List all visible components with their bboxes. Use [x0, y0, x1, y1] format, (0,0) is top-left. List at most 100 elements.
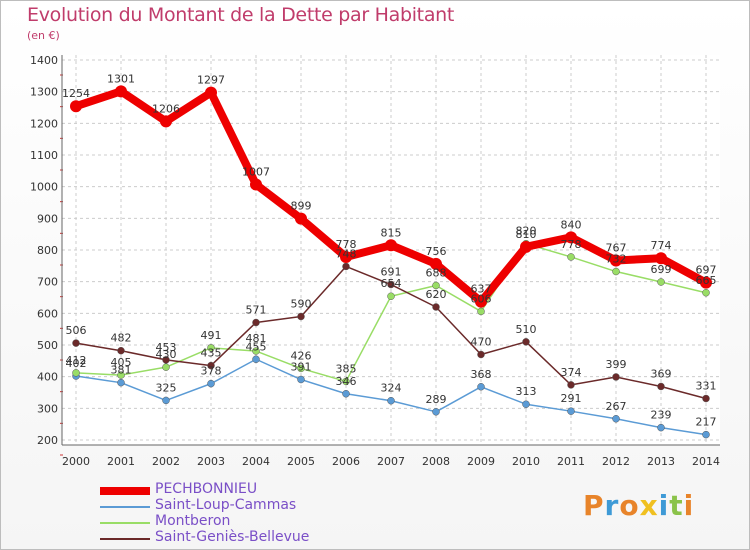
y-tick-label: 700 — [37, 276, 58, 289]
y-tick-label: 1200 — [30, 117, 58, 130]
data-label: 435 — [201, 347, 222, 360]
data-label: 368 — [471, 368, 492, 381]
data-label: 331 — [696, 380, 717, 393]
data-label: 402 — [66, 357, 87, 370]
legend-label-0: PECHBONNIEU — [155, 481, 258, 497]
data-label: 267 — [606, 400, 627, 413]
x-tick-label: 2014 — [692, 455, 720, 468]
data-label: 510 — [516, 323, 537, 336]
data-point — [657, 278, 665, 286]
y-tick-label: 400 — [37, 371, 58, 384]
data-label: 1254 — [62, 87, 90, 100]
data-label: 325 — [156, 381, 177, 394]
data-point — [432, 408, 440, 416]
data-label: 571 — [246, 304, 267, 317]
data-point — [70, 100, 82, 113]
chart-title: Evolution du Montant de la Dette par Hab… — [27, 4, 455, 26]
data-point — [522, 338, 530, 346]
data-point — [565, 231, 577, 244]
data-point — [612, 373, 620, 381]
data-point — [702, 394, 710, 403]
data-label: 385 — [336, 362, 357, 375]
data-label: 691 — [381, 266, 402, 279]
logo-letter: t — [669, 489, 684, 522]
data-label: 405 — [111, 356, 132, 369]
chart-subtitle: (en €) — [27, 29, 60, 42]
data-label: 324 — [381, 382, 402, 395]
y-tick-label: 500 — [37, 339, 58, 352]
data-label: 391 — [291, 361, 312, 374]
data-label: 1007 — [242, 165, 270, 178]
data-label: 767 — [606, 241, 627, 254]
data-label: 470 — [471, 336, 492, 349]
x-tick-label: 2001 — [107, 455, 135, 468]
data-label: 840 — [561, 218, 582, 231]
logo-letter: x — [639, 489, 659, 522]
data-label: 217 — [696, 416, 717, 429]
data-point — [205, 86, 217, 99]
data-point — [657, 423, 665, 432]
data-point — [295, 212, 307, 225]
x-tick-label: 2012 — [602, 455, 630, 468]
data-label: 1206 — [152, 102, 180, 115]
data-point — [567, 407, 575, 415]
data-point — [657, 382, 665, 391]
data-point — [252, 347, 260, 355]
data-point — [250, 178, 262, 191]
data-point — [702, 289, 710, 297]
data-label: 291 — [561, 392, 582, 405]
data-point — [297, 312, 305, 321]
data-point — [72, 339, 80, 347]
x-tick-label: 2003 — [197, 455, 225, 468]
data-point — [252, 318, 260, 327]
data-label: 481 — [246, 332, 267, 345]
data-label: 369 — [651, 367, 672, 380]
data-point — [162, 363, 170, 371]
data-point — [117, 346, 125, 355]
data-label: 665 — [696, 274, 717, 287]
data-label: 699 — [651, 263, 672, 276]
data-point — [432, 281, 440, 290]
data-point — [612, 415, 620, 423]
data-point — [522, 400, 530, 408]
data-point — [430, 257, 442, 270]
data-label: 412 — [66, 354, 87, 367]
y-tick-label: 1000 — [30, 181, 58, 194]
data-point — [567, 253, 575, 261]
data-point — [162, 356, 170, 364]
data-point — [477, 350, 485, 359]
data-label: 1301 — [107, 72, 135, 85]
data-label: 899 — [291, 200, 312, 213]
data-point — [340, 250, 352, 263]
y-tick-label: 300 — [37, 402, 58, 415]
data-label: 506 — [66, 324, 87, 337]
y-tick-label: 600 — [37, 307, 58, 320]
data-point — [162, 396, 170, 405]
data-label: 590 — [291, 298, 312, 311]
data-label: 774 — [651, 239, 672, 252]
data-label: 778 — [561, 238, 582, 251]
data-point — [117, 371, 125, 379]
data-label: 453 — [156, 341, 177, 354]
data-point — [115, 85, 127, 98]
x-tick-label: 2009 — [467, 455, 495, 468]
data-label: 820 — [516, 225, 537, 238]
data-label: 491 — [201, 329, 222, 342]
data-point — [610, 254, 622, 267]
data-point — [160, 115, 172, 128]
x-tick-label: 2008 — [422, 455, 450, 468]
data-label: 346 — [336, 375, 357, 388]
data-point — [477, 383, 485, 391]
data-point — [387, 280, 395, 289]
x-tick-label: 2010 — [512, 455, 540, 468]
legend — [100, 487, 150, 540]
data-label: 239 — [651, 409, 672, 422]
logo-letter: P — [583, 489, 605, 522]
x-tick-label: 2005 — [287, 455, 315, 468]
y-tick-label: 900 — [37, 212, 58, 225]
data-label: 637 — [471, 283, 492, 296]
y-tick-label: 1300 — [30, 86, 58, 99]
data-point — [252, 355, 260, 363]
legend-label-2: Montberon — [155, 513, 231, 529]
data-label: 374 — [561, 366, 582, 379]
